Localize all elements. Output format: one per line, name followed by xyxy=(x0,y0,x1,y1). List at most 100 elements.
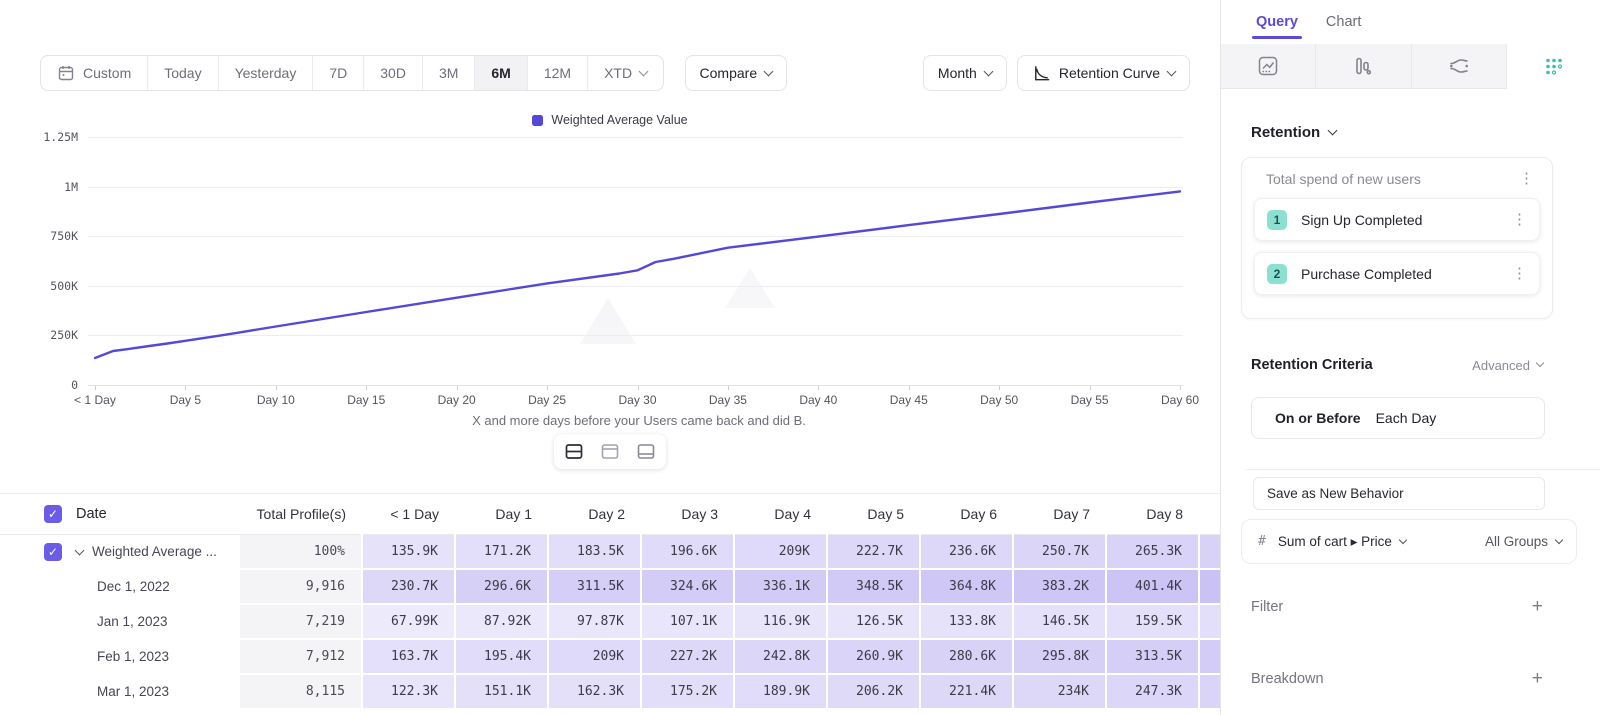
expand-chevron-icon[interactable] xyxy=(74,545,85,556)
retention-value-cell[interactable]: 151.1K xyxy=(455,674,549,710)
retention-value-cell-partial[interactable] xyxy=(1199,604,1220,640)
column-header[interactable]: Day 5 xyxy=(827,494,920,535)
retention-value-cell[interactable]: 247.3K xyxy=(1106,674,1200,710)
retention-value-cell[interactable]: 97.87K xyxy=(548,604,642,640)
chart-line-plot[interactable] xyxy=(0,110,1220,410)
retention-value-cell[interactable]: 313.5K xyxy=(1106,639,1200,675)
column-header[interactable]: < 1 Day xyxy=(362,494,455,535)
column-header[interactable]: Day 8 xyxy=(1106,494,1199,535)
total-profiles-cell[interactable]: 7,219 xyxy=(240,604,363,640)
behavior-step[interactable]: 1 Sign Up Completed ⋮ xyxy=(1254,198,1540,241)
retention-value-cell[interactable]: 348.5K xyxy=(827,569,921,605)
range-custom[interactable]: Custom xyxy=(41,56,147,90)
total-profiles-cell[interactable]: 100% xyxy=(240,534,363,570)
retention-value-cell[interactable]: 107.1K xyxy=(641,604,735,640)
add-breakdown-button[interactable]: + xyxy=(1531,668,1543,689)
row-label[interactable]: Feb 1, 2023 xyxy=(97,649,170,664)
groups-dropdown[interactable]: All Groups xyxy=(1485,534,1564,549)
range-30d[interactable]: 30D xyxy=(363,56,422,90)
step-menu-button[interactable]: ⋮ xyxy=(1512,211,1527,228)
range-yesterday[interactable]: Yesterday xyxy=(217,56,313,90)
table-view-button[interactable] xyxy=(629,437,663,466)
behavior-step[interactable]: 2 Purchase Completed ⋮ xyxy=(1254,252,1540,295)
save-as-new-behavior-button[interactable]: Save as New Behavior xyxy=(1253,477,1545,510)
retention-value-cell[interactable]: 122.3K xyxy=(362,674,456,710)
retention-value-cell[interactable]: 401.4K xyxy=(1106,569,1200,605)
step-event-label[interactable]: Sign Up Completed xyxy=(1301,211,1423,228)
retention-section-dropdown[interactable]: Retention xyxy=(1251,124,1338,141)
retention-value-cell[interactable]: 116.9K xyxy=(734,604,828,640)
retention-value-cell[interactable]: 175.2K xyxy=(641,674,735,710)
retention-value-cell[interactable]: 195.4K xyxy=(455,639,549,675)
column-header[interactable]: Day 4 xyxy=(734,494,827,535)
behavior-menu-button[interactable]: ⋮ xyxy=(1519,170,1534,187)
retention-value-cell[interactable]: 296.6K xyxy=(455,569,549,605)
column-header[interactable]: Day 7 xyxy=(1013,494,1106,535)
retention-value-cell-partial[interactable] xyxy=(1199,674,1220,710)
retention-value-cell[interactable]: 196.6K xyxy=(641,534,735,570)
retention-value-cell[interactable]: 236.6K xyxy=(920,534,1014,570)
chart-type-button[interactable]: Retention Curve xyxy=(1016,55,1190,91)
retention-value-cell[interactable]: 209K xyxy=(548,639,642,675)
range-3m[interactable]: 3M xyxy=(421,56,474,90)
column-header[interactable]: Day 6 xyxy=(920,494,1013,535)
step-menu-button[interactable]: ⋮ xyxy=(1512,265,1527,282)
retention-value-cell[interactable]: 324.6K xyxy=(641,569,735,605)
range-xtd[interactable]: XTD xyxy=(587,56,663,90)
report-tab-retention[interactable] xyxy=(1506,44,1600,89)
measurement-property-dropdown[interactable]: Sum of cart ▸ Price xyxy=(1277,533,1392,549)
retention-value-cell[interactable]: 183.5K xyxy=(548,534,642,570)
range-6m[interactable]: 6M xyxy=(474,56,527,90)
retention-value-cell[interactable]: 163.7K xyxy=(362,639,456,675)
retention-value-cell[interactable]: 336.1K xyxy=(734,569,828,605)
add-filter-button[interactable]: + xyxy=(1531,596,1543,617)
row-label[interactable]: Jan 1, 2023 xyxy=(97,614,168,629)
retention-value-cell[interactable]: 209K xyxy=(734,534,828,570)
retention-value-cell[interactable]: 311.5K xyxy=(548,569,642,605)
row-label[interactable]: Mar 1, 2023 xyxy=(97,684,170,699)
retention-value-cell[interactable]: 67.99K xyxy=(362,604,456,640)
column-header[interactable]: Day 3 xyxy=(641,494,734,535)
retention-value-cell[interactable]: 230.7K xyxy=(362,569,456,605)
retention-value-cell[interactable]: 364.8K xyxy=(920,569,1014,605)
split-view-button[interactable] xyxy=(557,437,591,466)
tab-chart[interactable]: Chart xyxy=(1325,13,1362,30)
retention-value-cell[interactable]: 260.9K xyxy=(827,639,921,675)
granularity-button[interactable]: Month xyxy=(922,55,1007,91)
retention-value-cell[interactable]: 227.2K xyxy=(641,639,735,675)
retention-value-cell[interactable]: 206.2K xyxy=(827,674,921,710)
row-label[interactable]: Weighted Average ... xyxy=(92,544,217,560)
retention-value-cell[interactable]: 159.5K xyxy=(1106,604,1200,640)
column-header[interactable]: Day 1 xyxy=(455,494,548,535)
retention-value-cell[interactable]: 162.3K xyxy=(548,674,642,710)
retention-value-cell[interactable]: 133.8K xyxy=(920,604,1014,640)
row-label[interactable]: Dec 1, 2022 xyxy=(97,579,170,594)
retention-value-cell[interactable]: 383.2K xyxy=(1013,569,1107,605)
step-event-label[interactable]: Purchase Completed xyxy=(1301,265,1432,282)
behavior-title[interactable]: Total spend of new users xyxy=(1266,170,1421,187)
range-today[interactable]: Today xyxy=(147,56,217,90)
range-12m[interactable]: 12M xyxy=(526,56,587,90)
column-header[interactable]: Total Profile(s) xyxy=(240,494,362,535)
range-7d[interactable]: 7D xyxy=(312,56,363,90)
retention-value-cell[interactable]: 250.7K xyxy=(1013,534,1107,570)
retention-value-cell[interactable]: 221.4K xyxy=(920,674,1014,710)
retention-value-cell[interactable]: 189.9K xyxy=(734,674,828,710)
retention-value-cell[interactable]: 146.5K xyxy=(1013,604,1107,640)
row-checkbox[interactable]: ✓ xyxy=(44,542,62,561)
criteria-condition-card[interactable]: On or Before Each Day xyxy=(1251,397,1545,439)
total-profiles-cell[interactable]: 7,912 xyxy=(240,639,363,675)
retention-value-cell[interactable]: 222.7K xyxy=(827,534,921,570)
report-tab-flows[interactable] xyxy=(1411,44,1507,89)
column-header-date[interactable]: Date xyxy=(76,505,107,522)
retention-value-cell-partial[interactable] xyxy=(1199,534,1220,570)
retention-value-cell[interactable]: 242.8K xyxy=(734,639,828,675)
column-header[interactable]: Day 2 xyxy=(548,494,641,535)
report-tab-funnels[interactable] xyxy=(1316,44,1412,89)
retention-value-cell[interactable]: 280.6K xyxy=(920,639,1014,675)
chart-view-button[interactable] xyxy=(593,437,627,466)
total-profiles-cell[interactable]: 8,115 xyxy=(240,674,363,710)
retention-value-cell-partial[interactable] xyxy=(1199,639,1220,675)
report-tab-insights[interactable] xyxy=(1221,44,1317,89)
compare-button[interactable]: Compare xyxy=(684,55,788,91)
